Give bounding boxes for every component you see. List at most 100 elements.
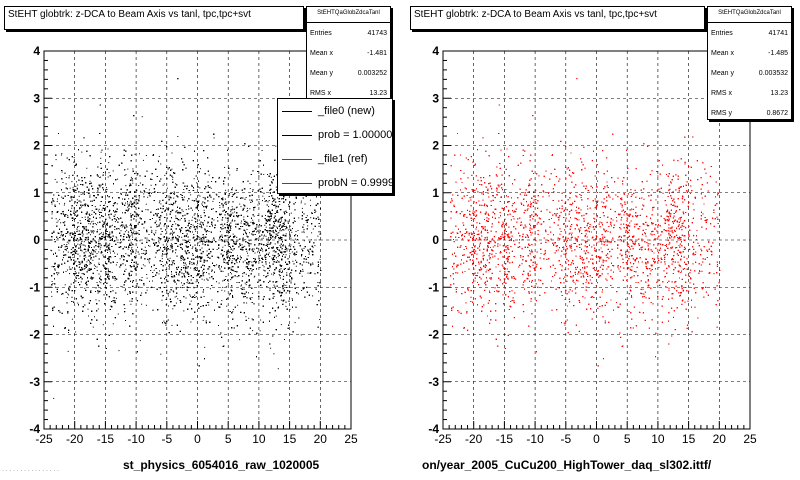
scatter-point — [283, 283, 285, 285]
scatter-point — [84, 245, 86, 247]
scatter-point — [69, 187, 71, 189]
scatter-point — [78, 200, 80, 202]
scatter-point — [198, 210, 199, 212]
scatter-point — [201, 253, 203, 255]
scatter-point — [131, 246, 133, 248]
scatter-point — [285, 210, 287, 212]
scatter-point — [105, 174, 106, 176]
scatter-point — [165, 173, 167, 175]
scatter-point — [167, 295, 169, 297]
scatter-point — [79, 244, 81, 246]
scatter-point — [110, 256, 112, 258]
scatter-point — [98, 251, 100, 253]
scatter-point — [91, 232, 93, 234]
scatter-point — [231, 266, 233, 268]
scatter-point — [71, 318, 73, 320]
scatter-point — [212, 200, 214, 202]
scatter-point — [234, 220, 236, 222]
scatter-point — [171, 168, 173, 170]
scatter-point — [191, 282, 193, 284]
scatter-point — [259, 203, 260, 205]
scatter-point — [115, 219, 117, 221]
scatter-point — [109, 231, 111, 233]
scatter-point — [194, 294, 196, 296]
scatter-point — [237, 255, 238, 257]
scatter-point — [274, 243, 276, 245]
scatter-point — [192, 190, 194, 191]
scatter-point — [112, 170, 114, 172]
scatter-point — [236, 276, 238, 278]
scatter-point — [63, 204, 65, 206]
scatter-point — [253, 261, 255, 263]
scatter-point — [279, 275, 281, 277]
scatter-point — [89, 260, 90, 262]
scatter-point — [258, 239, 260, 241]
scatter-point — [275, 251, 277, 253]
scatter-point — [200, 258, 202, 259]
scatter-point — [319, 319, 321, 320]
scatter-point — [312, 246, 314, 248]
scatter-point — [57, 274, 59, 276]
scatter-point — [168, 195, 170, 197]
scatter-point — [57, 220, 59, 222]
scatter-point — [289, 228, 291, 230]
scatter-point — [115, 236, 117, 238]
scatter-point — [75, 331, 77, 333]
scatter-point — [291, 251, 293, 253]
scatter-point — [228, 230, 230, 232]
scatter-point — [245, 284, 247, 286]
scatter-point — [51, 250, 53, 252]
scatter-point — [273, 296, 275, 297]
scatter-point — [80, 281, 82, 283]
scatter-point — [196, 279, 197, 281]
scatter-point — [232, 309, 234, 311]
scatter-point — [232, 187, 233, 189]
scatter-point — [280, 299, 282, 301]
scatter-point — [125, 268, 127, 270]
scatter-point — [79, 266, 81, 268]
scatter-point — [125, 174, 127, 176]
scatter-point — [75, 260, 77, 262]
scatter-point — [181, 267, 183, 269]
scatter-point — [63, 239, 65, 241]
scatter-point — [73, 157, 75, 159]
scatter-point — [234, 211, 236, 213]
scatter-point — [157, 249, 159, 251]
scatter-point — [245, 316, 247, 318]
scatter-point — [227, 239, 229, 241]
scatter-point — [108, 275, 110, 277]
scatter-point — [175, 237, 176, 239]
scatter-point — [145, 203, 147, 205]
scatter-point — [181, 287, 183, 289]
scatter-point — [307, 261, 309, 263]
scatter-point — [270, 347, 272, 349]
scatter-point — [62, 221, 64, 223]
scatter-point — [228, 223, 230, 225]
scatter-point — [104, 171, 106, 173]
scatter-point — [68, 294, 70, 296]
scatter-point — [245, 266, 247, 268]
scatter-point — [119, 225, 121, 227]
scatter-point — [211, 270, 213, 272]
scatter-point — [144, 265, 146, 267]
scatter-point — [318, 225, 320, 227]
scatter-point — [81, 273, 83, 275]
scatter-point — [165, 197, 166, 198]
scatter-point — [263, 266, 265, 268]
scatter-point — [243, 216, 245, 218]
scatter-point — [232, 258, 234, 259]
scatter-point — [294, 238, 296, 240]
scatter-point — [70, 196, 72, 197]
scatter-point — [146, 237, 148, 239]
scatter-point — [77, 302, 79, 304]
scatter-point — [175, 236, 176, 238]
scatter-point — [226, 221, 228, 223]
scatter-point — [278, 219, 280, 221]
scatter-point — [143, 249, 145, 251]
scatter-point — [246, 250, 248, 252]
scatter-point — [231, 260, 233, 262]
scatter-point — [173, 305, 175, 307]
scatter-point — [65, 249, 67, 251]
scatter-point — [227, 283, 229, 285]
scatter-point — [274, 256, 276, 258]
